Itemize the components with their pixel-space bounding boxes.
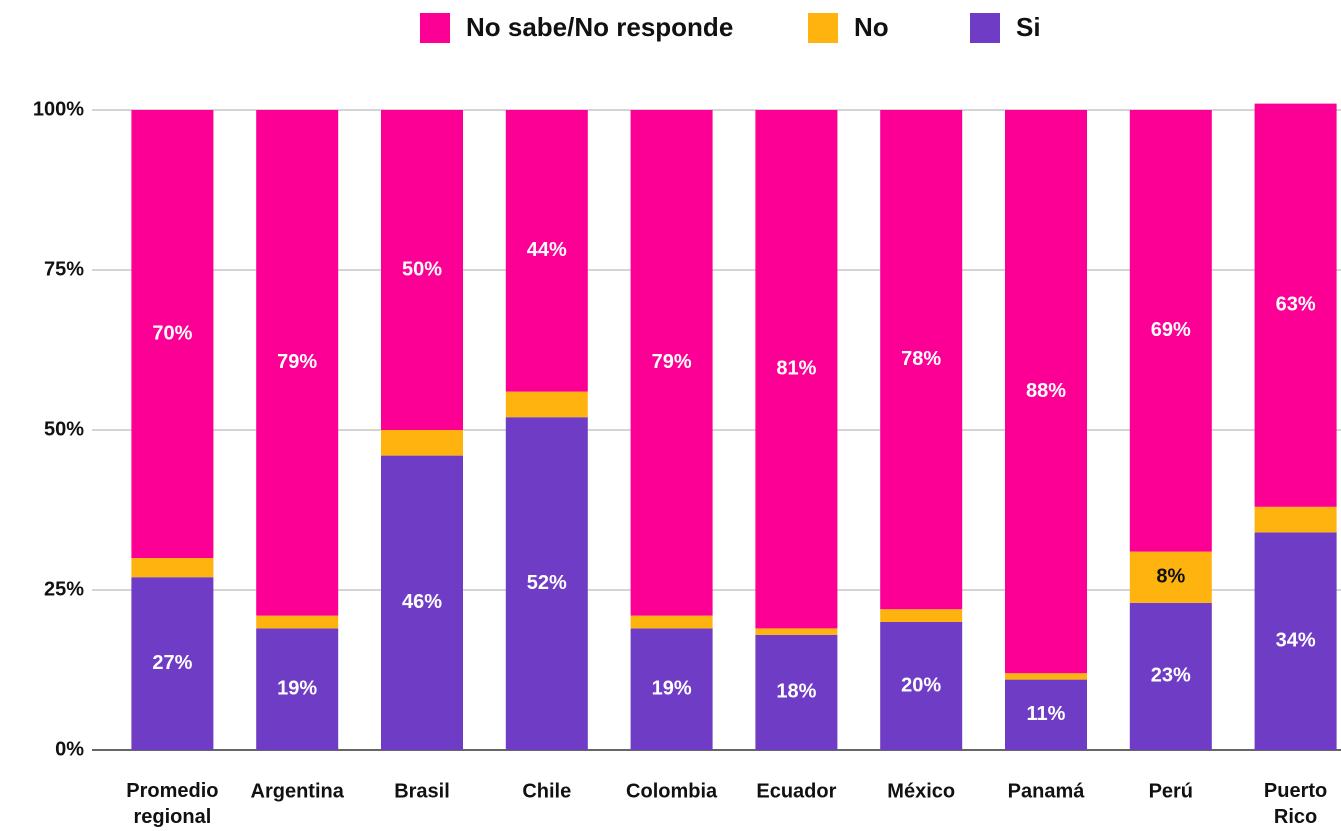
bar-segment — [381, 110, 463, 430]
x-tick-label: Panamá — [1008, 780, 1086, 802]
bar-segment — [1129, 110, 1212, 552]
bar-segment — [880, 110, 963, 610]
bar-segment — [256, 110, 339, 616]
bar-segment — [1005, 673, 1087, 680]
x-tick-label: Promedio regional — [126, 780, 218, 828]
x-tick-label: Brasil — [394, 780, 450, 802]
data-label: 50% — [402, 258, 442, 280]
data-label: 70% — [152, 322, 192, 344]
legend-label: Si — [1016, 12, 1041, 42]
bar-segment — [131, 577, 214, 750]
bar-segment — [131, 110, 214, 558]
y-tick-label: 50% — [44, 418, 84, 440]
bar-segment — [1129, 602, 1212, 750]
legend-swatch — [970, 13, 1000, 43]
data-label: 18% — [776, 681, 816, 703]
bar-segment — [256, 615, 339, 629]
bar-segment — [880, 622, 963, 750]
bar-segment — [755, 110, 838, 629]
bar-segment — [630, 110, 713, 616]
y-tick-label: 75% — [44, 258, 84, 280]
bar-segment — [381, 430, 463, 456]
x-tick-label: Puerto Rico — [1264, 780, 1327, 828]
bar-segment — [630, 628, 713, 750]
bar-segment — [1254, 103, 1337, 507]
bar-segment — [1129, 551, 1212, 603]
bar-segment — [755, 634, 838, 750]
bar-segment — [1005, 110, 1087, 674]
x-tick-label: Colombia — [626, 780, 718, 802]
data-label: 27% — [152, 652, 192, 674]
y-tick-label: 25% — [44, 578, 84, 600]
bar-segment — [1005, 679, 1087, 750]
data-label: 79% — [277, 351, 317, 373]
data-label: 23% — [1151, 665, 1191, 687]
legend-swatch — [808, 13, 838, 43]
data-label: 11% — [1027, 703, 1066, 725]
y-tick-label: 0% — [55, 738, 84, 760]
data-label: 88% — [1026, 380, 1066, 402]
bar-segment — [880, 609, 963, 622]
bar-segment — [1254, 532, 1337, 750]
x-tick-label: Perú — [1149, 780, 1193, 802]
x-tick-label: México — [887, 780, 955, 802]
bar-segment — [131, 558, 214, 578]
x-tick-label: Chile — [522, 780, 571, 802]
legend-swatch — [420, 13, 450, 43]
bar-segment — [381, 455, 463, 750]
data-label: 46% — [402, 591, 442, 613]
bar-segment — [505, 417, 588, 750]
bar-segment — [505, 110, 588, 392]
bar-segment — [1254, 506, 1337, 533]
data-label: 52% — [527, 572, 567, 594]
bar-segment — [630, 615, 713, 629]
bar-segment — [256, 628, 339, 750]
data-label: 44% — [527, 239, 567, 261]
data-label: 78% — [901, 348, 941, 370]
data-label: 34% — [1276, 629, 1316, 651]
legend-label: No sabe/No responde — [466, 12, 733, 42]
y-tick-label: 100% — [33, 98, 84, 120]
data-label: 79% — [652, 351, 692, 373]
data-label: 69% — [1151, 319, 1191, 341]
data-label: 8% — [1156, 565, 1185, 587]
x-tick-label: Ecuador — [756, 780, 836, 802]
data-label: 19% — [277, 677, 317, 699]
bar-segment — [505, 391, 588, 418]
legend-label: No — [854, 12, 889, 42]
data-label: 81% — [776, 357, 816, 379]
data-label: 20% — [901, 674, 941, 696]
bar-segment — [755, 628, 838, 635]
x-tick-label: Argentina — [251, 780, 345, 802]
data-label: 63% — [1276, 293, 1316, 315]
data-label: 19% — [652, 677, 692, 699]
